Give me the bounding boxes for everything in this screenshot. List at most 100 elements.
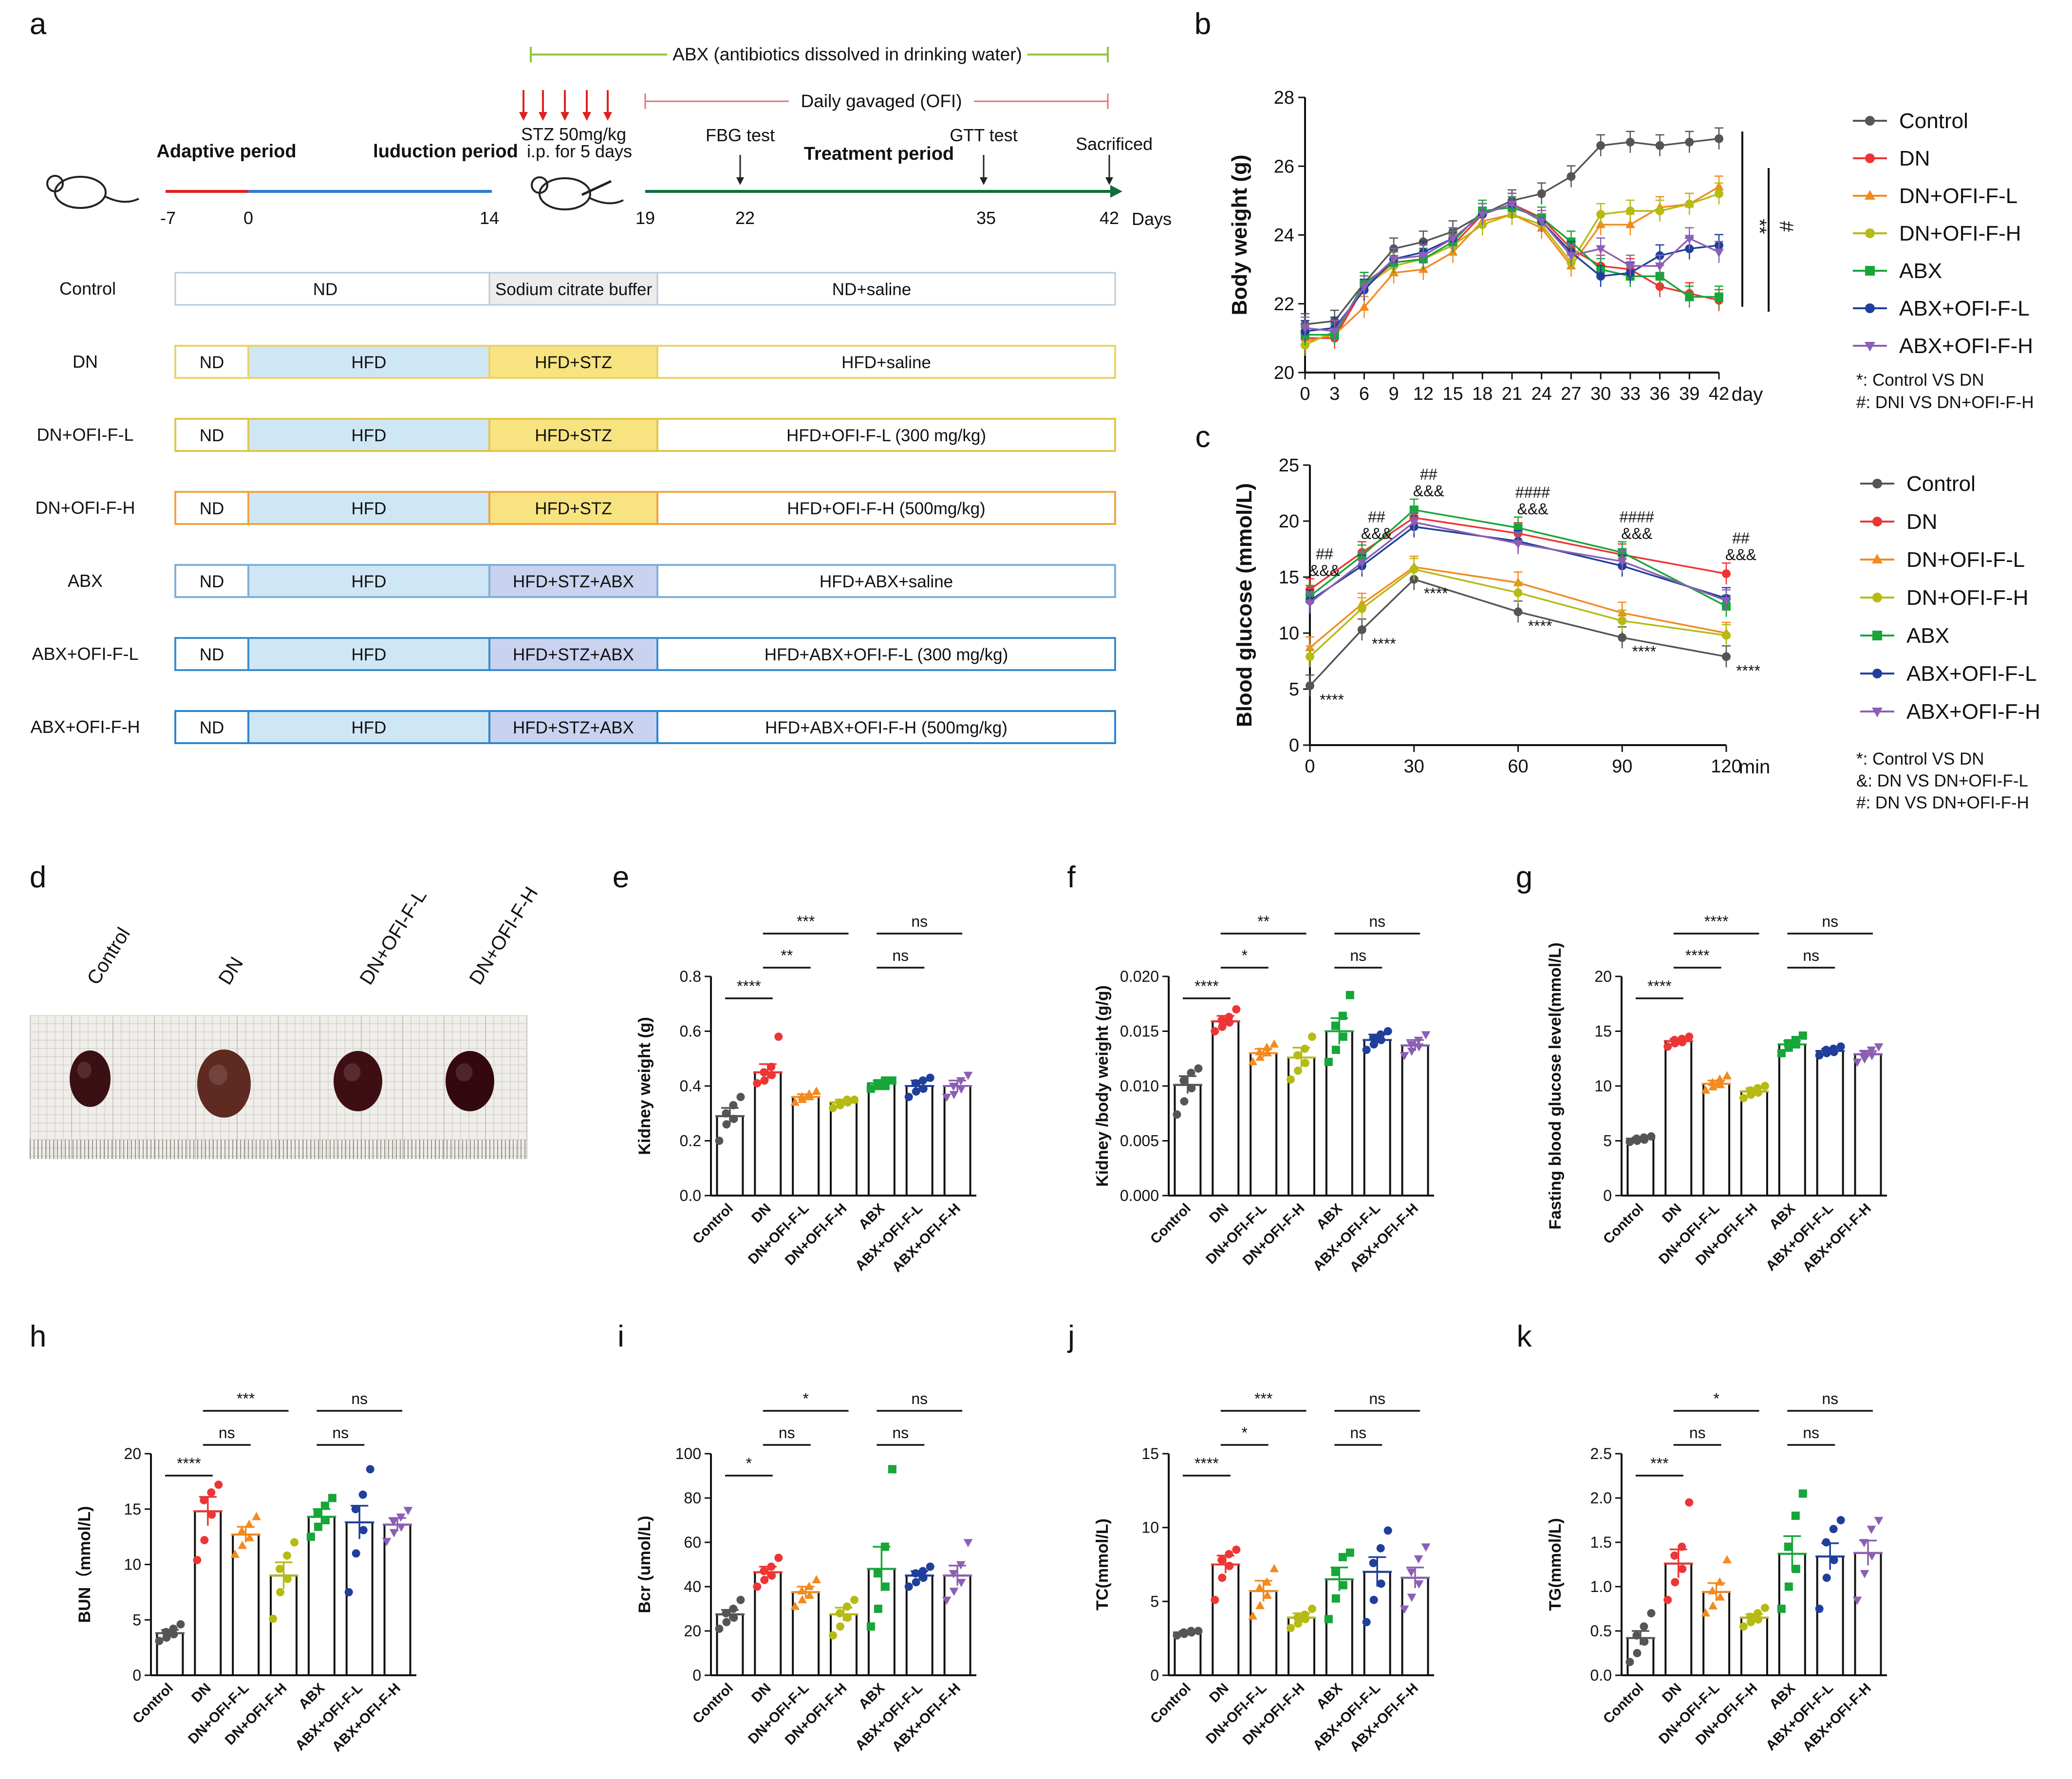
x-tick-label: ABX+OFI-F-L — [292, 1680, 366, 1754]
data-point — [359, 1526, 368, 1535]
data-point — [804, 1089, 814, 1098]
data-point — [1225, 1012, 1233, 1021]
series-DN+OFI-F-H — [1306, 558, 1731, 668]
x-tick-label: DN — [748, 1200, 774, 1226]
y-tick-label: 0 — [1289, 735, 1299, 756]
stz-label-2: i.p. for 5 days — [527, 141, 632, 161]
sig-label: * — [746, 1455, 752, 1472]
design-row-label: DN — [73, 352, 98, 372]
data-point — [1716, 1592, 1725, 1601]
sig-label: **** — [1372, 635, 1396, 653]
x-tick-label: 90 — [1612, 756, 1632, 777]
data-point — [1829, 1525, 1838, 1534]
y-tick-label: 40 — [684, 1578, 701, 1595]
sig-label: ## — [1732, 529, 1750, 547]
series-ABX+OFI-F-H — [1300, 192, 1724, 342]
data-point — [874, 1605, 882, 1613]
row-segment-label: Sodium citrate buffer — [495, 280, 653, 299]
x-tick-label: Control — [1600, 1200, 1647, 1247]
legend-label: DN+OFI-F-H — [1899, 222, 2021, 245]
legend-marker — [1872, 708, 1883, 717]
series-line — [1309, 566, 1727, 649]
y-axis-label: BUN（mmol/L) — [75, 1506, 94, 1623]
x-tick-label: ABX+OFI-F-L — [852, 1200, 926, 1274]
sig-label: **** — [1647, 977, 1672, 995]
panel-letter-g: g — [1516, 861, 1532, 894]
data-point — [1218, 1023, 1227, 1031]
legend-label: ABX+OFI-F-H — [1906, 700, 2040, 724]
data-point — [1596, 141, 1605, 150]
y-axis-label: TC(mmol/L) — [1093, 1518, 1112, 1610]
legend-label: DN+OFI-F-L — [1906, 548, 2025, 572]
data-point — [797, 1586, 806, 1594]
data-point — [1701, 1608, 1710, 1617]
x-tick-label: ABX+OFI-F-H — [329, 1680, 404, 1755]
data-point — [245, 1533, 254, 1541]
series-ABX+OFI-F-H — [1305, 511, 1731, 614]
data-point — [1784, 1542, 1792, 1551]
data-point — [1339, 1032, 1347, 1041]
data-point — [314, 1522, 322, 1531]
y-tick-label: 0.0 — [1590, 1667, 1612, 1684]
data-point — [1255, 1601, 1265, 1610]
mouse-icon — [46, 175, 139, 209]
data-point — [1777, 1605, 1786, 1613]
panel-letters: a b c d e f g h i j k — [30, 7, 1532, 1353]
data-point — [1739, 1622, 1748, 1631]
data-point — [919, 1573, 928, 1582]
data-point — [1383, 1027, 1392, 1035]
data-point — [382, 1537, 392, 1546]
y-tick-label: 10 — [1594, 1077, 1612, 1095]
sig-label: &&& — [1621, 524, 1652, 542]
legend-label: DN — [1899, 147, 1930, 170]
data-point — [1566, 252, 1576, 261]
data-point — [283, 1574, 292, 1583]
x-tick-label: ABX — [296, 1680, 328, 1712]
row-segment — [656, 272, 1116, 306]
sig-label: * — [1241, 947, 1247, 964]
design-row: DN+OFI-F-H ND HFD HFD+STZ HFD+OFI-F-H (500mg… — [36, 491, 1116, 525]
timeline-tick-label: 0 — [243, 208, 253, 228]
y-tick-label: 5 — [132, 1611, 141, 1629]
x-tick-label: 33 — [1620, 384, 1641, 404]
data-point — [1331, 1046, 1340, 1054]
row-segment — [488, 272, 658, 306]
days-label: Days — [1132, 209, 1172, 229]
data-point — [919, 1085, 928, 1093]
data-point — [1232, 1545, 1241, 1554]
data-point — [1739, 1094, 1748, 1103]
kidney-highlight — [77, 1061, 92, 1079]
data-point — [1345, 991, 1354, 999]
bar — [716, 1613, 744, 1676]
data-point — [1217, 1016, 1226, 1025]
kidney-highlight — [455, 1063, 473, 1082]
sig-label: ** — [781, 947, 793, 964]
chart-g: 0 5 10 15 20 Fasting blood glucose level(mmol… — [1546, 913, 1887, 1275]
data-point — [1655, 141, 1664, 150]
data-point — [1329, 328, 1340, 337]
timeline-tick-label: 42 — [1100, 208, 1119, 228]
data-point — [722, 1609, 730, 1618]
stz-arrowhead — [539, 112, 547, 121]
x-tick-label: ABX — [856, 1200, 888, 1233]
data-point — [1746, 1086, 1755, 1095]
data-point — [1173, 1110, 1181, 1119]
x-tick-label: 0 — [1305, 756, 1315, 777]
kidney-group-label: Control — [83, 924, 134, 989]
kidney-group-label: DN+OFI-F-H — [465, 883, 542, 988]
design-row: ABX ND HFD HFD+STZ+ABX HFD+ABX+saline — [68, 564, 1116, 598]
data-point — [1179, 1076, 1188, 1085]
sig-label: ## — [1420, 466, 1437, 483]
data-point — [1263, 1048, 1272, 1057]
data-point — [1859, 1049, 1869, 1058]
sig-label: **** — [1195, 977, 1219, 995]
row-segment-label: HFD+STZ — [535, 353, 612, 372]
y-tick-label: 0 — [1150, 1667, 1159, 1684]
bar — [1401, 1576, 1429, 1677]
data-point — [1663, 1042, 1672, 1051]
data-point — [352, 1549, 360, 1558]
data-point — [1625, 262, 1635, 271]
data-point — [1625, 206, 1635, 216]
x-tick-label: Control — [1147, 1200, 1194, 1247]
legend-label: ABX+OFI-F-L — [1906, 662, 2037, 686]
